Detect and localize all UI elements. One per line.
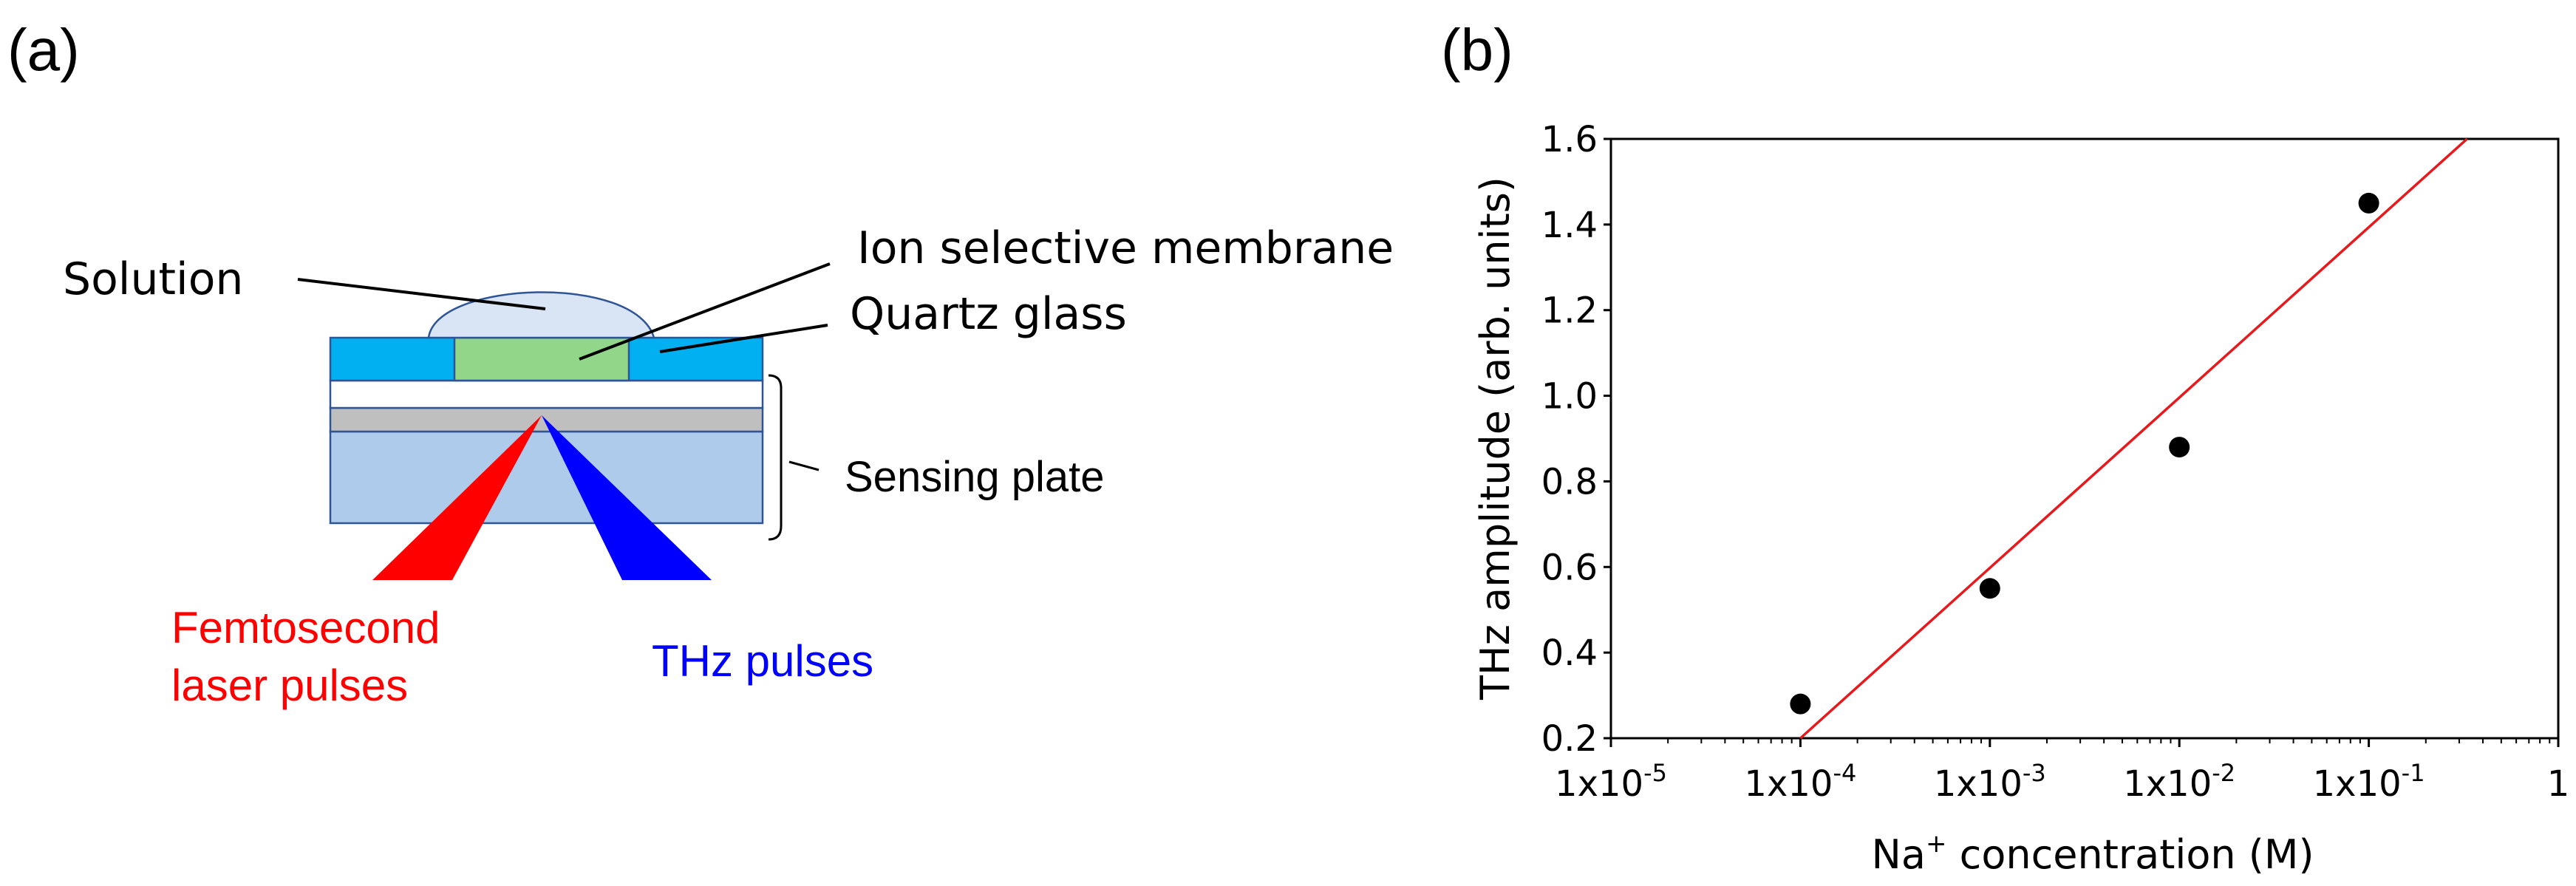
solution-droplet bbox=[427, 291, 655, 339]
y-tick-label: 1.4 bbox=[1541, 205, 1598, 246]
x-tick-label: 1x10-3 bbox=[1934, 759, 2046, 805]
x-tick-exponent: -2 bbox=[2212, 759, 2235, 787]
x-axis-ticks: 1x10-5 1x10-4 1x10-3 1x10-2 1x10-1 1 bbox=[1555, 738, 2569, 805]
sensing-plate-bracket bbox=[768, 374, 783, 541]
quartz-label: Quartz glass bbox=[850, 288, 1127, 340]
y-tick-label: 0.6 bbox=[1541, 547, 1598, 588]
fit-line bbox=[1799, 137, 2468, 740]
quartz-leader bbox=[659, 324, 828, 353]
x-tick-base: 1x10 bbox=[1555, 763, 1643, 805]
y-tick-label: 1.2 bbox=[1541, 290, 1598, 332]
sensing-plate-label: Sensing plate bbox=[845, 453, 1104, 501]
x-tick-exponent: -3 bbox=[2023, 759, 2046, 787]
x-tick-base: 1x10 bbox=[1744, 763, 1833, 805]
data-point bbox=[2358, 192, 2379, 214]
x-axis-label-rest: concentration (M) bbox=[1946, 831, 2314, 878]
membrane-leader bbox=[579, 262, 831, 361]
x-tick-label: 1x10-1 bbox=[2313, 759, 2425, 805]
y-axis-label: THz amplitude (arb. units) bbox=[1472, 177, 1519, 701]
membrane-label: Ion selective membrane bbox=[857, 222, 1394, 274]
data-point bbox=[1790, 693, 1811, 715]
y-tick-label: 0.8 bbox=[1541, 461, 1598, 502]
data-point bbox=[2169, 437, 2190, 458]
panel-b-label: (b) bbox=[1441, 17, 1513, 83]
thz-pulses-label: THz pulses bbox=[652, 636, 873, 686]
femtosecond-label-line2: laser pulses bbox=[171, 661, 408, 710]
x-axis-label-sup: + bbox=[1926, 829, 1947, 859]
x-axis-label: Na+ concentration (M) bbox=[1871, 829, 2314, 878]
white-layer bbox=[329, 379, 764, 409]
data-points bbox=[1790, 192, 2379, 715]
x-tick-label: 1x10-2 bbox=[2123, 759, 2235, 805]
thz-amplitude-chart: 0.20.40.60.81.01.21.41.6 1x10-5 1x10-4 1x1… bbox=[1472, 119, 2569, 878]
x-tick-exponent: -1 bbox=[2402, 759, 2425, 787]
x-tick-exponent: -4 bbox=[1833, 759, 1856, 787]
solution-label: Solution bbox=[63, 253, 243, 305]
femtosecond-laser-beam bbox=[372, 415, 542, 580]
substrate-layer bbox=[329, 430, 764, 525]
x-tick-exponent: -5 bbox=[1643, 759, 1667, 787]
x-tick-base: 1 bbox=[2547, 763, 2570, 805]
femtosecond-label-line1: Femtosecond bbox=[171, 603, 440, 652]
y-tick-label: 0.4 bbox=[1541, 633, 1598, 674]
x-tick-base: 1x10 bbox=[2313, 763, 2402, 805]
x-tick-base: 1x10 bbox=[2123, 763, 2212, 805]
x-tick-base: 1x10 bbox=[1934, 763, 2023, 805]
thz-beam bbox=[542, 415, 712, 580]
solution-leader bbox=[297, 278, 546, 310]
ion-selective-membrane bbox=[453, 336, 630, 382]
x-tick-label: 1x10-5 bbox=[1555, 759, 1667, 805]
fit-line-group bbox=[1799, 137, 2468, 740]
y-tick-label: 1.0 bbox=[1541, 376, 1598, 418]
panel-a-label: (a) bbox=[7, 17, 80, 83]
plot-area-frame bbox=[1609, 137, 2560, 740]
gray-layer bbox=[329, 406, 764, 433]
sensing-plate-leader bbox=[788, 460, 820, 471]
x-tick-label: 1 bbox=[2547, 763, 2570, 805]
sensing-plate-diagram: Solution Ion selective membrane Quartz g… bbox=[63, 222, 1394, 710]
y-tick-label: 0.2 bbox=[1541, 718, 1598, 760]
y-tick-label: 1.6 bbox=[1541, 119, 1598, 160]
data-point bbox=[1979, 578, 2000, 599]
x-tick-label: 1x10-4 bbox=[1744, 759, 1856, 805]
x-axis-label-main: Na bbox=[1871, 831, 1926, 878]
y-axis-ticks: 0.2 0.4 0.6 0.8 1.0 1.2 1.4 1.6 bbox=[1541, 119, 1611, 760]
